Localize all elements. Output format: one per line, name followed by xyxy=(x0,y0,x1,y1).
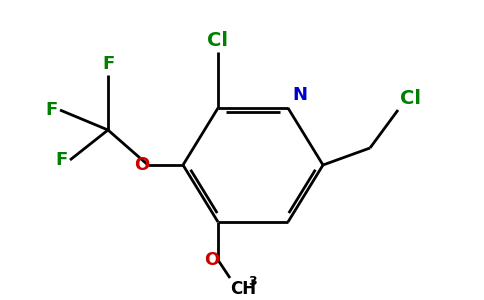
Text: Cl: Cl xyxy=(208,31,228,50)
Text: F: F xyxy=(56,151,68,169)
Text: F: F xyxy=(46,101,58,119)
Text: Cl: Cl xyxy=(400,89,421,108)
Text: N: N xyxy=(292,86,307,104)
Text: O: O xyxy=(134,156,149,174)
Text: 3: 3 xyxy=(248,275,257,288)
Text: F: F xyxy=(102,55,114,73)
Text: O: O xyxy=(204,251,219,269)
Text: CH: CH xyxy=(230,280,256,298)
